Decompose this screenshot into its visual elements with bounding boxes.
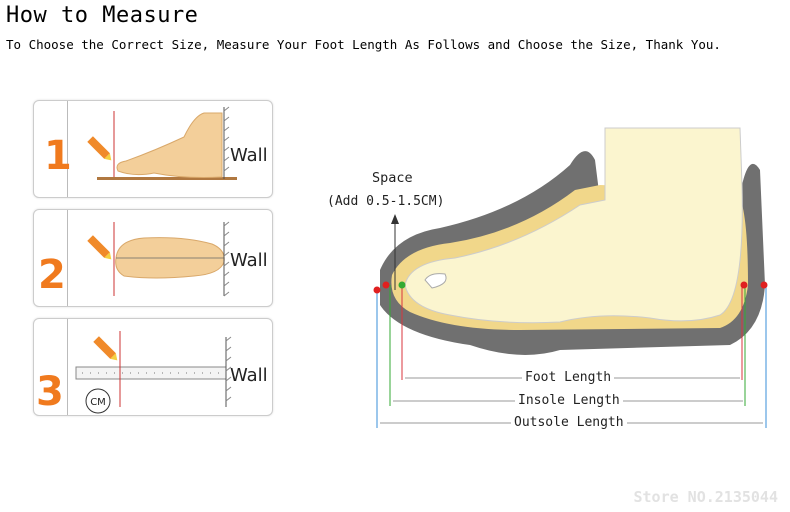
watermark: Store NO.2135044 [633, 488, 779, 506]
unit-badge: CM [90, 397, 106, 408]
step-3-panel: 3 CM Wall [33, 318, 273, 416]
page-title: How to Measure [6, 3, 199, 28]
space-note: (Add 0.5-1.5CM) [327, 194, 445, 209]
step-number-1: 1 [44, 133, 72, 179]
page-subtitle: To Choose the Correct Size, Measure Your… [6, 37, 721, 52]
step-1-illustration: 1 [44, 106, 237, 180]
step-number-2: 2 [38, 252, 66, 298]
pencil-icon [93, 336, 118, 361]
outsole-heel-point [760, 281, 768, 289]
outsole-length-label: Outsole Length [511, 415, 627, 430]
heel-point [740, 281, 748, 289]
step-number-3: 3 [36, 369, 64, 415]
pencil-icon [87, 136, 112, 161]
step-3-illustration: 3 CM [36, 331, 232, 415]
foot-point [398, 281, 406, 289]
wall-label: Wall [230, 365, 268, 386]
wall-label: Wall [230, 250, 268, 271]
foot-length-label: Foot Length [522, 370, 615, 385]
step-1-panel: 1 Wall [33, 100, 273, 198]
space-arrow [391, 214, 399, 290]
outsole-point [373, 286, 381, 294]
insole-length-label: Insole Length [515, 393, 623, 408]
wall-label: Wall [230, 145, 268, 166]
step-2-panel: 2 Wall [33, 209, 273, 307]
insole-point [382, 281, 390, 289]
step-2-illustration: 2 [38, 221, 230, 298]
space-label: Space [372, 170, 413, 186]
pencil-icon [87, 235, 112, 260]
foot [404, 127, 743, 324]
